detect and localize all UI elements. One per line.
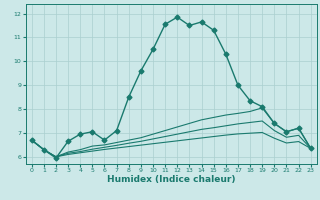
X-axis label: Humidex (Indice chaleur): Humidex (Indice chaleur) bbox=[107, 175, 236, 184]
